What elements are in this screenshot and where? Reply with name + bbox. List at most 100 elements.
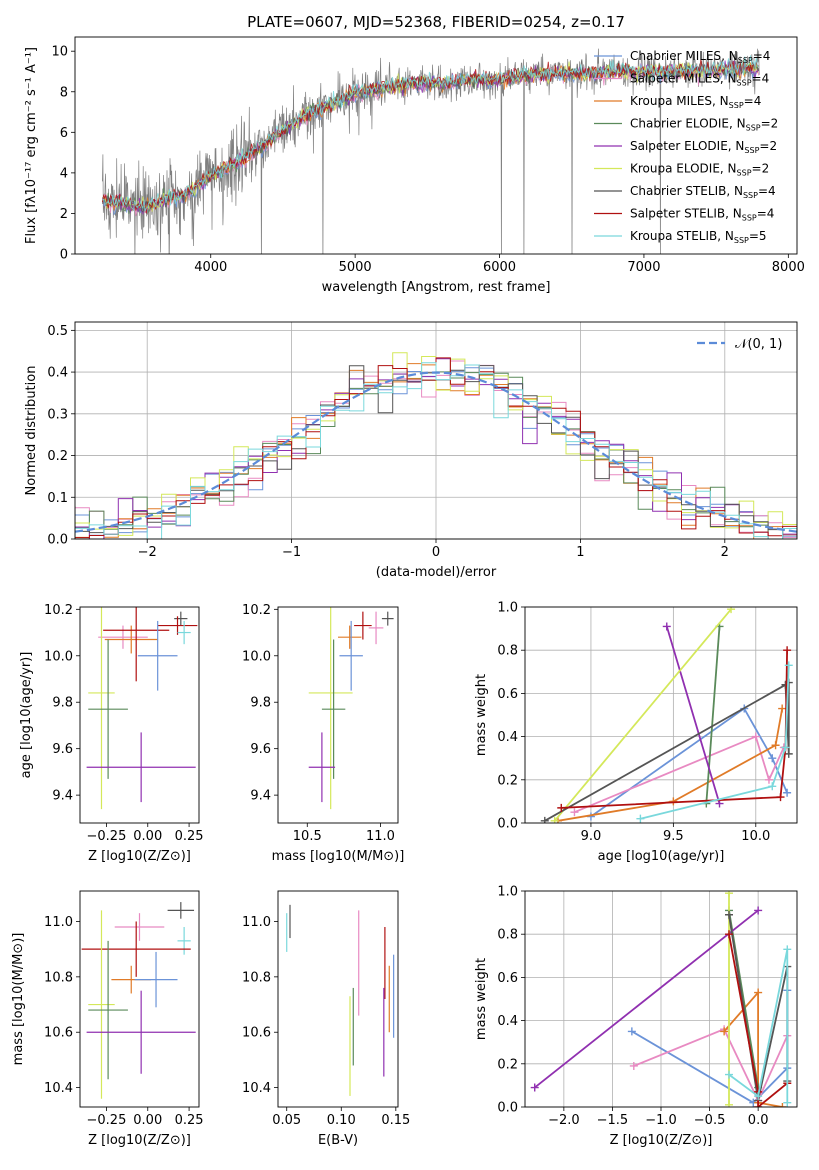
data-point xyxy=(354,611,372,640)
data-point xyxy=(137,620,178,691)
x-axis-label: Z [log10(Z/Z⊙)] xyxy=(88,849,191,864)
y-tick-label: 0.3 xyxy=(47,407,68,422)
panel-spectrum: 4000 5000 6000 7000 8000 0 2 4 6 8 10 wavelength [A… xyxy=(24,13,805,295)
weight-marker xyxy=(778,704,787,713)
x-tick-label: −0.25 xyxy=(87,829,127,844)
gaussian-curve xyxy=(75,371,797,533)
legend-subscript: SSP xyxy=(729,101,744,110)
y-tick-label: 10.4 xyxy=(44,1081,73,1096)
x-tick-label: −2 xyxy=(138,545,157,560)
errorbars xyxy=(308,607,394,810)
weight-marker xyxy=(570,808,579,817)
x-axis-label: (data-model)/error xyxy=(376,565,497,580)
weight-marker xyxy=(784,661,793,670)
legend-label: Kroupa MILES, NSSP=4 xyxy=(630,94,761,110)
x-tick-label: −1.0 xyxy=(645,1113,677,1128)
legend-count: =2 xyxy=(759,139,777,153)
y-tick-label: 0 xyxy=(60,248,68,263)
axes-frame xyxy=(277,606,399,824)
data-point xyxy=(339,620,363,691)
weight-marker xyxy=(764,775,773,784)
legend-count: =2 xyxy=(752,162,770,176)
axes-frame xyxy=(79,890,200,1108)
weight-marker xyxy=(725,910,733,919)
axes-frame xyxy=(277,890,399,1108)
weight-marker xyxy=(754,988,763,997)
x-tick-label: −1.5 xyxy=(597,1113,629,1128)
axes-frame xyxy=(79,606,200,824)
y-tick-label: 10.2 xyxy=(44,603,73,618)
weight-series-line xyxy=(705,626,721,804)
y-tick-label: 0.2 xyxy=(47,449,68,464)
y-tick-label: 0.8 xyxy=(497,644,518,659)
weight-marker xyxy=(629,1061,638,1070)
y-tick-label: 0.6 xyxy=(497,971,518,986)
legend-subscript: SSP xyxy=(737,169,752,178)
data-point xyxy=(381,611,394,626)
legend-subscript: SSP xyxy=(744,146,759,155)
x-tick-label: 5000 xyxy=(339,260,372,275)
panel-mass_vs_Z: −0.25 0.00 0.25 10.4 10.6 10.8 11.0 Z [log10(Z/… xyxy=(11,890,204,1148)
weight-series-line xyxy=(561,650,788,809)
histograms xyxy=(75,352,797,539)
weight-marker xyxy=(751,732,760,741)
legend-count: =2 xyxy=(761,117,779,131)
x-tick-label: 0.00 xyxy=(133,829,162,844)
legend-label: Chabrier STELIB, NSSP=4 xyxy=(630,184,776,200)
y-tick-label: 10.8 xyxy=(44,970,73,985)
y-tick-label: 10.6 xyxy=(44,1026,73,1041)
legend-label: 𝒩(0, 1) xyxy=(735,337,782,352)
y-tick-label: 9.6 xyxy=(52,742,73,757)
legend-label: Chabrier MILES, NSSP=4 xyxy=(630,49,770,65)
weight-marker xyxy=(784,749,793,758)
y-tick-label: 0.8 xyxy=(497,928,518,943)
weight-marker xyxy=(540,816,549,823)
x-axis-label: Z [log10(Z/Z⊙)] xyxy=(610,1133,713,1148)
errorbars xyxy=(86,607,198,810)
weight-marker xyxy=(783,1098,792,1107)
weight-marker xyxy=(627,1027,636,1036)
weight-marker xyxy=(725,1100,733,1107)
weight-marker xyxy=(776,793,785,802)
x-tick-label: 10.0 xyxy=(741,829,770,844)
weight-series-line xyxy=(723,990,783,1107)
y-tick-label: 10.0 xyxy=(44,649,73,664)
x-axis-label: mass [log10(M/M⊙)] xyxy=(272,849,405,864)
y-tick-label: 8 xyxy=(60,85,68,100)
x-tick-label: −2.0 xyxy=(548,1113,580,1128)
y-tick-label: 9.4 xyxy=(250,789,271,804)
legend-label: Salpeter MILES, NSSP=4 xyxy=(630,72,769,88)
y-tick-label: 9.4 xyxy=(52,789,73,804)
legend-subscript: SSP xyxy=(742,214,757,223)
weight-series-line xyxy=(728,949,789,1103)
y-axis-label: mass [log10(M/M⊙)] xyxy=(11,933,26,1066)
y-tick-label: 4 xyxy=(60,166,68,181)
weight-marker xyxy=(550,816,559,823)
x-tick-label: −0.5 xyxy=(694,1113,726,1128)
y-tick-label: 10.6 xyxy=(242,1026,271,1041)
legend-count: =4 xyxy=(758,184,776,198)
panel-age_vs_Z: −0.25 0.00 0.25 9.4 9.6 9.8 10.0 10.2 Z [log10(Z… xyxy=(19,603,204,864)
panel-age_vs_mass: 10.5 11.0 9.4 9.6 9.8 10.0 10.2 mass [log10(M/M… xyxy=(242,603,405,864)
x-tick-label: −0.25 xyxy=(87,1113,127,1128)
legend-label: Salpeter STELIB, NSSP=4 xyxy=(630,207,774,223)
data-point xyxy=(308,732,336,803)
weight-marker xyxy=(771,741,780,750)
weight-series-line xyxy=(665,626,721,804)
y-tick-label: 11.0 xyxy=(242,915,271,930)
data-point xyxy=(338,625,362,649)
weight-marker xyxy=(662,622,671,631)
chart-title: PLATE=0607, MJD=52368, FIBERID=0254, z=0… xyxy=(247,13,625,31)
data-point xyxy=(88,910,115,1099)
legend-subscript: SSP xyxy=(738,56,753,65)
weight-marker xyxy=(768,754,777,763)
y-tick-label: 10.8 xyxy=(242,970,271,985)
y-tick-label: 0.0 xyxy=(47,533,68,548)
data-point xyxy=(368,611,384,645)
x-tick-label: 8000 xyxy=(772,260,805,275)
panel-weight_vs_Z: −2.0 −1.5 −1.0 −0.5 0.0 0.0 0.2 0.4 0.6 0.8 1.0 Z [… xyxy=(474,885,798,1148)
weight-marker xyxy=(768,782,777,791)
data-point xyxy=(167,902,195,919)
x-tick-label: 0.10 xyxy=(327,1113,356,1128)
